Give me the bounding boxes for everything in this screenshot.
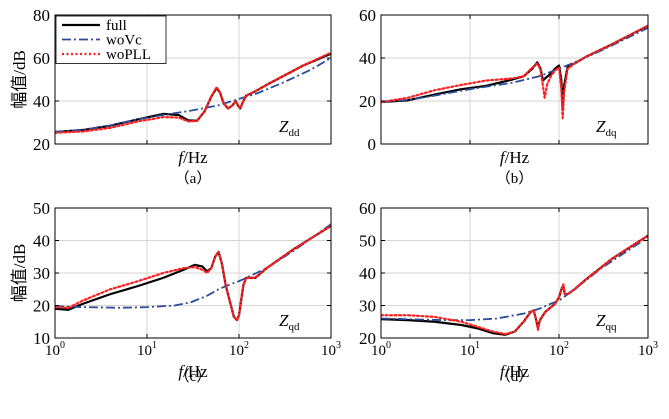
series-line-full <box>381 24 648 109</box>
series-line-woPLL <box>55 51 331 134</box>
x-tick-label: 101 <box>460 340 480 359</box>
impedance-annotation: Zqq <box>596 311 617 333</box>
series-line-woPLL <box>381 24 648 120</box>
series-line-woVc <box>381 236 648 322</box>
axes-frame <box>380 14 649 145</box>
y-tick-label: 40 <box>33 232 50 251</box>
series-group-c <box>55 223 331 322</box>
series-group-b <box>381 24 648 120</box>
x-axis-label: f/Hz <box>500 362 530 381</box>
panel-label: （b） <box>496 170 534 187</box>
series-group-d <box>381 234 648 336</box>
grid-c <box>55 208 331 338</box>
grid-d <box>381 208 648 338</box>
panel-label: （d） <box>496 368 534 385</box>
grid-b <box>381 15 648 144</box>
legend-label-woPLL: woPLL <box>106 47 151 63</box>
x-tick-label: 100 <box>45 340 65 359</box>
x-axis-label: f/Hz <box>178 148 208 167</box>
y-tick-label: 50 <box>33 199 50 218</box>
y-tick-label: 80 <box>33 6 50 25</box>
impedance-annotation: Zdd <box>279 117 300 139</box>
series-line-woVc <box>381 27 648 103</box>
x-axis-label: f/Hz <box>178 362 208 381</box>
y-tick-label: 20 <box>33 297 50 316</box>
y-tick-label: 60 <box>33 49 50 68</box>
y-tick-label: 20 <box>359 329 376 348</box>
y-tick-label: 20 <box>33 135 50 154</box>
panel-label: （c） <box>175 368 212 385</box>
x-tick-label: 102 <box>229 340 249 359</box>
legend-label-woVc: woVc <box>106 33 142 49</box>
x-tick-label: 101 <box>137 340 157 359</box>
y-tick-label: 60 <box>359 6 376 25</box>
y-tick-label: 10 <box>33 329 50 348</box>
panel-label: （a） <box>175 170 212 187</box>
y-tick-label: 60 <box>359 199 376 218</box>
panel-d: 20 30 40 50 60 100 101 102 103 f/Hz Zqq （d） <box>359 199 658 385</box>
y-axis-label: 幅值/dB <box>10 244 29 303</box>
series-group-a <box>55 51 331 134</box>
legend-label-full: full <box>106 18 127 34</box>
y-axis-label: 幅值/dB <box>10 50 29 109</box>
y-tick-label: 40 <box>359 264 376 283</box>
y-tick-label: 40 <box>33 92 50 111</box>
series-line-woPLL <box>55 224 331 322</box>
y-tick-label: 30 <box>359 297 376 316</box>
impedance-annotation: Zqd <box>279 311 300 333</box>
y-tick-label: 0 <box>368 135 377 154</box>
x-tick-label: 103 <box>638 340 658 359</box>
panel-c: 10 20 30 40 50 100 101 102 103 f/Hz 幅值/dB Zqd （c） <box>10 199 341 385</box>
y-tick-label: 20 <box>359 92 376 111</box>
series-line-woPLL <box>381 234 648 336</box>
y-tick-label: 50 <box>359 232 376 251</box>
impedance-annotation: Zdq <box>596 117 617 139</box>
x-axis-label: f/Hz <box>500 148 530 167</box>
panel-b: 0 20 40 60 f/Hz Zdq （b） <box>359 6 649 187</box>
series-line-woVc <box>55 57 331 133</box>
x-tick-label: 103 <box>321 340 341 359</box>
y-tick-label: 30 <box>33 264 50 283</box>
x-tick-label: 102 <box>549 340 569 359</box>
axes-frame <box>54 14 332 145</box>
y-tick-label: 40 <box>359 49 376 68</box>
x-tick-label: 100 <box>371 340 391 359</box>
